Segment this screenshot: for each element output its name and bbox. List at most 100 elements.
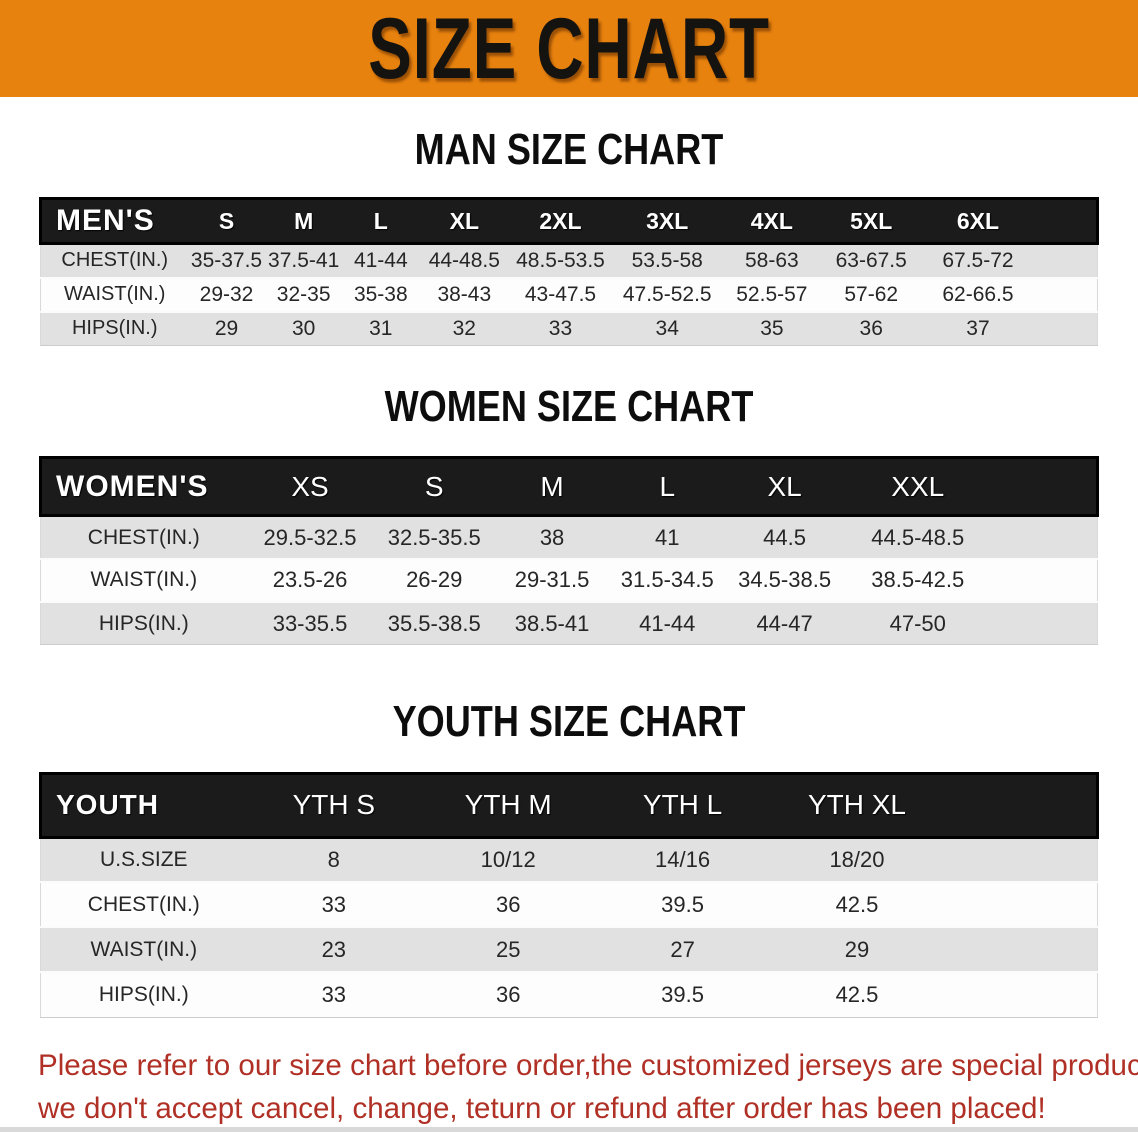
size-column-header: YTH S: [246, 771, 421, 839]
size-table-row: CHEST(IN.) 29.5-32.5 32.5-35.5 38 41 44.5 44.5…: [40, 515, 1098, 559]
youth-size-table: YOUTH YTH S YTH M YTH L YTH XL U.S.SIZE 8 10/12…: [38, 771, 1100, 1018]
size-value-cell: 27: [670, 936, 695, 962]
size-column-header: S: [188, 197, 265, 246]
size-value-cell: 33: [321, 981, 347, 1007]
row-label: HIPS(IN.): [98, 611, 189, 635]
size-column-header: YTH M: [421, 771, 596, 839]
size-column-header: XL: [725, 456, 844, 518]
size-value-cell: 44-48.5: [428, 248, 500, 272]
women-size-table: WOMEN'S XS S M L XL XXL CHEST(IN.) 29.5-32.5 32.5…: [38, 456, 1099, 646]
size-value-cell: 32.5-35.5: [387, 524, 481, 550]
row-label: WAIST(IN.): [90, 568, 198, 592]
size-value-cell: 14/16: [655, 846, 711, 872]
table-corner-label: YOUTH: [38, 771, 247, 839]
size-value-cell: 26-29: [406, 567, 463, 593]
size-value-cell: 42.5: [835, 981, 879, 1007]
size-value-cell: 38.5-42.5: [871, 567, 965, 593]
size-column-header: M: [264, 197, 343, 246]
row-spacer: [992, 559, 1098, 602]
size-value-cell: 35-37.5: [190, 248, 263, 272]
row-label: WAIST(IN.): [90, 937, 198, 961]
order-notice: Please refer to our size chart before or…: [38, 1044, 1138, 1130]
size-value-cell: 37: [966, 316, 990, 340]
size-value-cell: 31: [369, 316, 393, 340]
size-value-cell: 39.5: [661, 891, 704, 917]
size-value-cell: 47-50: [889, 610, 946, 636]
size-table-header-row: MEN'S S M L XL 2XL 3XL 4XL 5XL 6XL: [39, 197, 1099, 246]
size-table-row: HIPS(IN.) 29 30 31 32 33 34 35 36 37: [40, 311, 1098, 346]
women-size-chart-section: WOMEN SIZE CHART WOMEN'S XS S M L XL XXL CHEST(…: [0, 382, 1138, 646]
header-spacer: [1033, 197, 1099, 246]
row-spacer: [944, 837, 1097, 882]
size-value-cell: 32-35: [276, 282, 331, 306]
size-chart-content: MAN SIZE CHART MEN'S S M L XL 2XL 3XL 4XL 5XL 6XL…: [0, 125, 1138, 1018]
size-column-header: XL: [418, 197, 510, 246]
youth-size-chart-section: YOUTH SIZE CHART YOUTH YTH S YTH M YTH L YTH…: [0, 697, 1138, 1018]
size-value-cell: 44.5: [763, 524, 806, 550]
size-value-cell: 31.5-34.5: [620, 567, 714, 593]
bottom-edge-strip: [0, 1127, 1138, 1132]
size-column-header: YTH XL: [769, 771, 945, 839]
size-value-cell: 62-66.5: [942, 282, 1014, 306]
row-label: WAIST(IN.): [64, 283, 166, 306]
size-value-cell: 37.5-41: [268, 248, 340, 272]
women-size-chart-heading: WOMEN SIZE CHART: [384, 382, 754, 432]
size-column-header: XXL: [843, 456, 992, 518]
size-value-cell: 8: [327, 846, 340, 872]
size-value-cell: 30: [291, 316, 316, 340]
size-table-row: CHEST(IN.) 35-37.5 37.5-41 41-44 44-48.5 48.5…: [40, 243, 1098, 278]
size-value-cell: 10/12: [480, 846, 536, 872]
size-value-cell: 33-35.5: [272, 610, 348, 636]
size-column-header: 5XL: [820, 197, 922, 246]
size-table-row: WAIST(IN.) 23.5-26 26-29 29-31.5 31.5-34.5 34…: [40, 558, 1098, 602]
size-table-row: HIPS(IN.) 33-35.5 35.5-38.5 38.5-41 41-44 44-…: [40, 601, 1098, 645]
size-value-cell: 41-44: [353, 248, 408, 272]
size-value-cell: 35.5-38.5: [387, 610, 481, 636]
size-value-cell: 67.5-72: [942, 248, 1014, 272]
size-table-header-row: WOMEN'S XS S M L XL XXL: [38, 456, 1099, 518]
order-notice-line1: Please refer to our size chart before or…: [38, 1048, 1138, 1082]
size-table-row: WAIST(IN.) 29-32 32-35 35-38 38-43 43-47.5 47.…: [40, 277, 1098, 312]
size-value-cell: 34.5-38.5: [738, 567, 832, 593]
size-value-cell: 36: [495, 981, 521, 1007]
size-value-cell: 29.5-32.5: [263, 524, 357, 550]
size-value-cell: 38.5-41: [514, 610, 590, 636]
size-value-cell: 57-62: [844, 282, 899, 306]
men-size-table: MEN'S S M L XL 2XL 3XL 4XL 5XL 6XL CHEST(IN.) 35-37…: [39, 197, 1099, 347]
size-value-cell: 29: [844, 936, 870, 962]
size-value-cell: 53.5-58: [631, 248, 703, 272]
row-spacer: [944, 972, 1097, 1017]
size-column-header: 3XL: [611, 197, 724, 246]
size-value-cell: 29-31.5: [514, 567, 590, 593]
size-value-cell: 29-32: [199, 282, 254, 306]
size-table-row: HIPS(IN.) 33 36 39.5 42.5: [40, 972, 1098, 1018]
size-value-cell: 41: [655, 524, 680, 550]
size-value-cell: 42.5: [835, 891, 879, 917]
size-value-cell: 52.5-57: [736, 282, 808, 306]
row-label: CHEST(IN.): [87, 525, 200, 549]
header-spacer: [944, 771, 1100, 839]
size-value-cell: 23.5-26: [272, 567, 348, 593]
size-table-row: CHEST(IN.) 33 36 39.5 42.5: [40, 882, 1098, 928]
size-value-cell: 35-38: [353, 282, 408, 306]
size-value-cell: 58-63: [745, 248, 799, 272]
size-value-cell: 36: [859, 316, 883, 340]
size-table-row: WAIST(IN.) 23 25 27 29: [40, 927, 1098, 973]
size-table-header-row: YOUTH YTH S YTH M YTH L YTH XL: [38, 771, 1100, 839]
size-column-header: L: [609, 456, 726, 518]
row-label: CHEST(IN.): [87, 892, 200, 916]
man-size-chart-heading: MAN SIZE CHART: [414, 125, 724, 174]
size-value-cell: 23: [321, 936, 347, 962]
row-spacer: [1034, 278, 1098, 312]
youth-size-chart-heading: YOUTH SIZE CHART: [392, 697, 746, 747]
size-value-cell: 33: [321, 891, 347, 917]
size-chart-banner: SIZE CHART: [0, 0, 1138, 97]
size-value-cell: 43-47.5: [524, 282, 597, 306]
row-label: HIPS(IN.): [71, 317, 158, 340]
row-label: U.S.SIZE: [100, 847, 188, 871]
size-value-cell: 39.5: [661, 981, 704, 1007]
row-spacer: [1034, 244, 1098, 278]
banner-title: SIZE CHART: [368, 0, 770, 97]
size-column-header: S: [373, 456, 495, 518]
row-spacer: [992, 516, 1098, 559]
